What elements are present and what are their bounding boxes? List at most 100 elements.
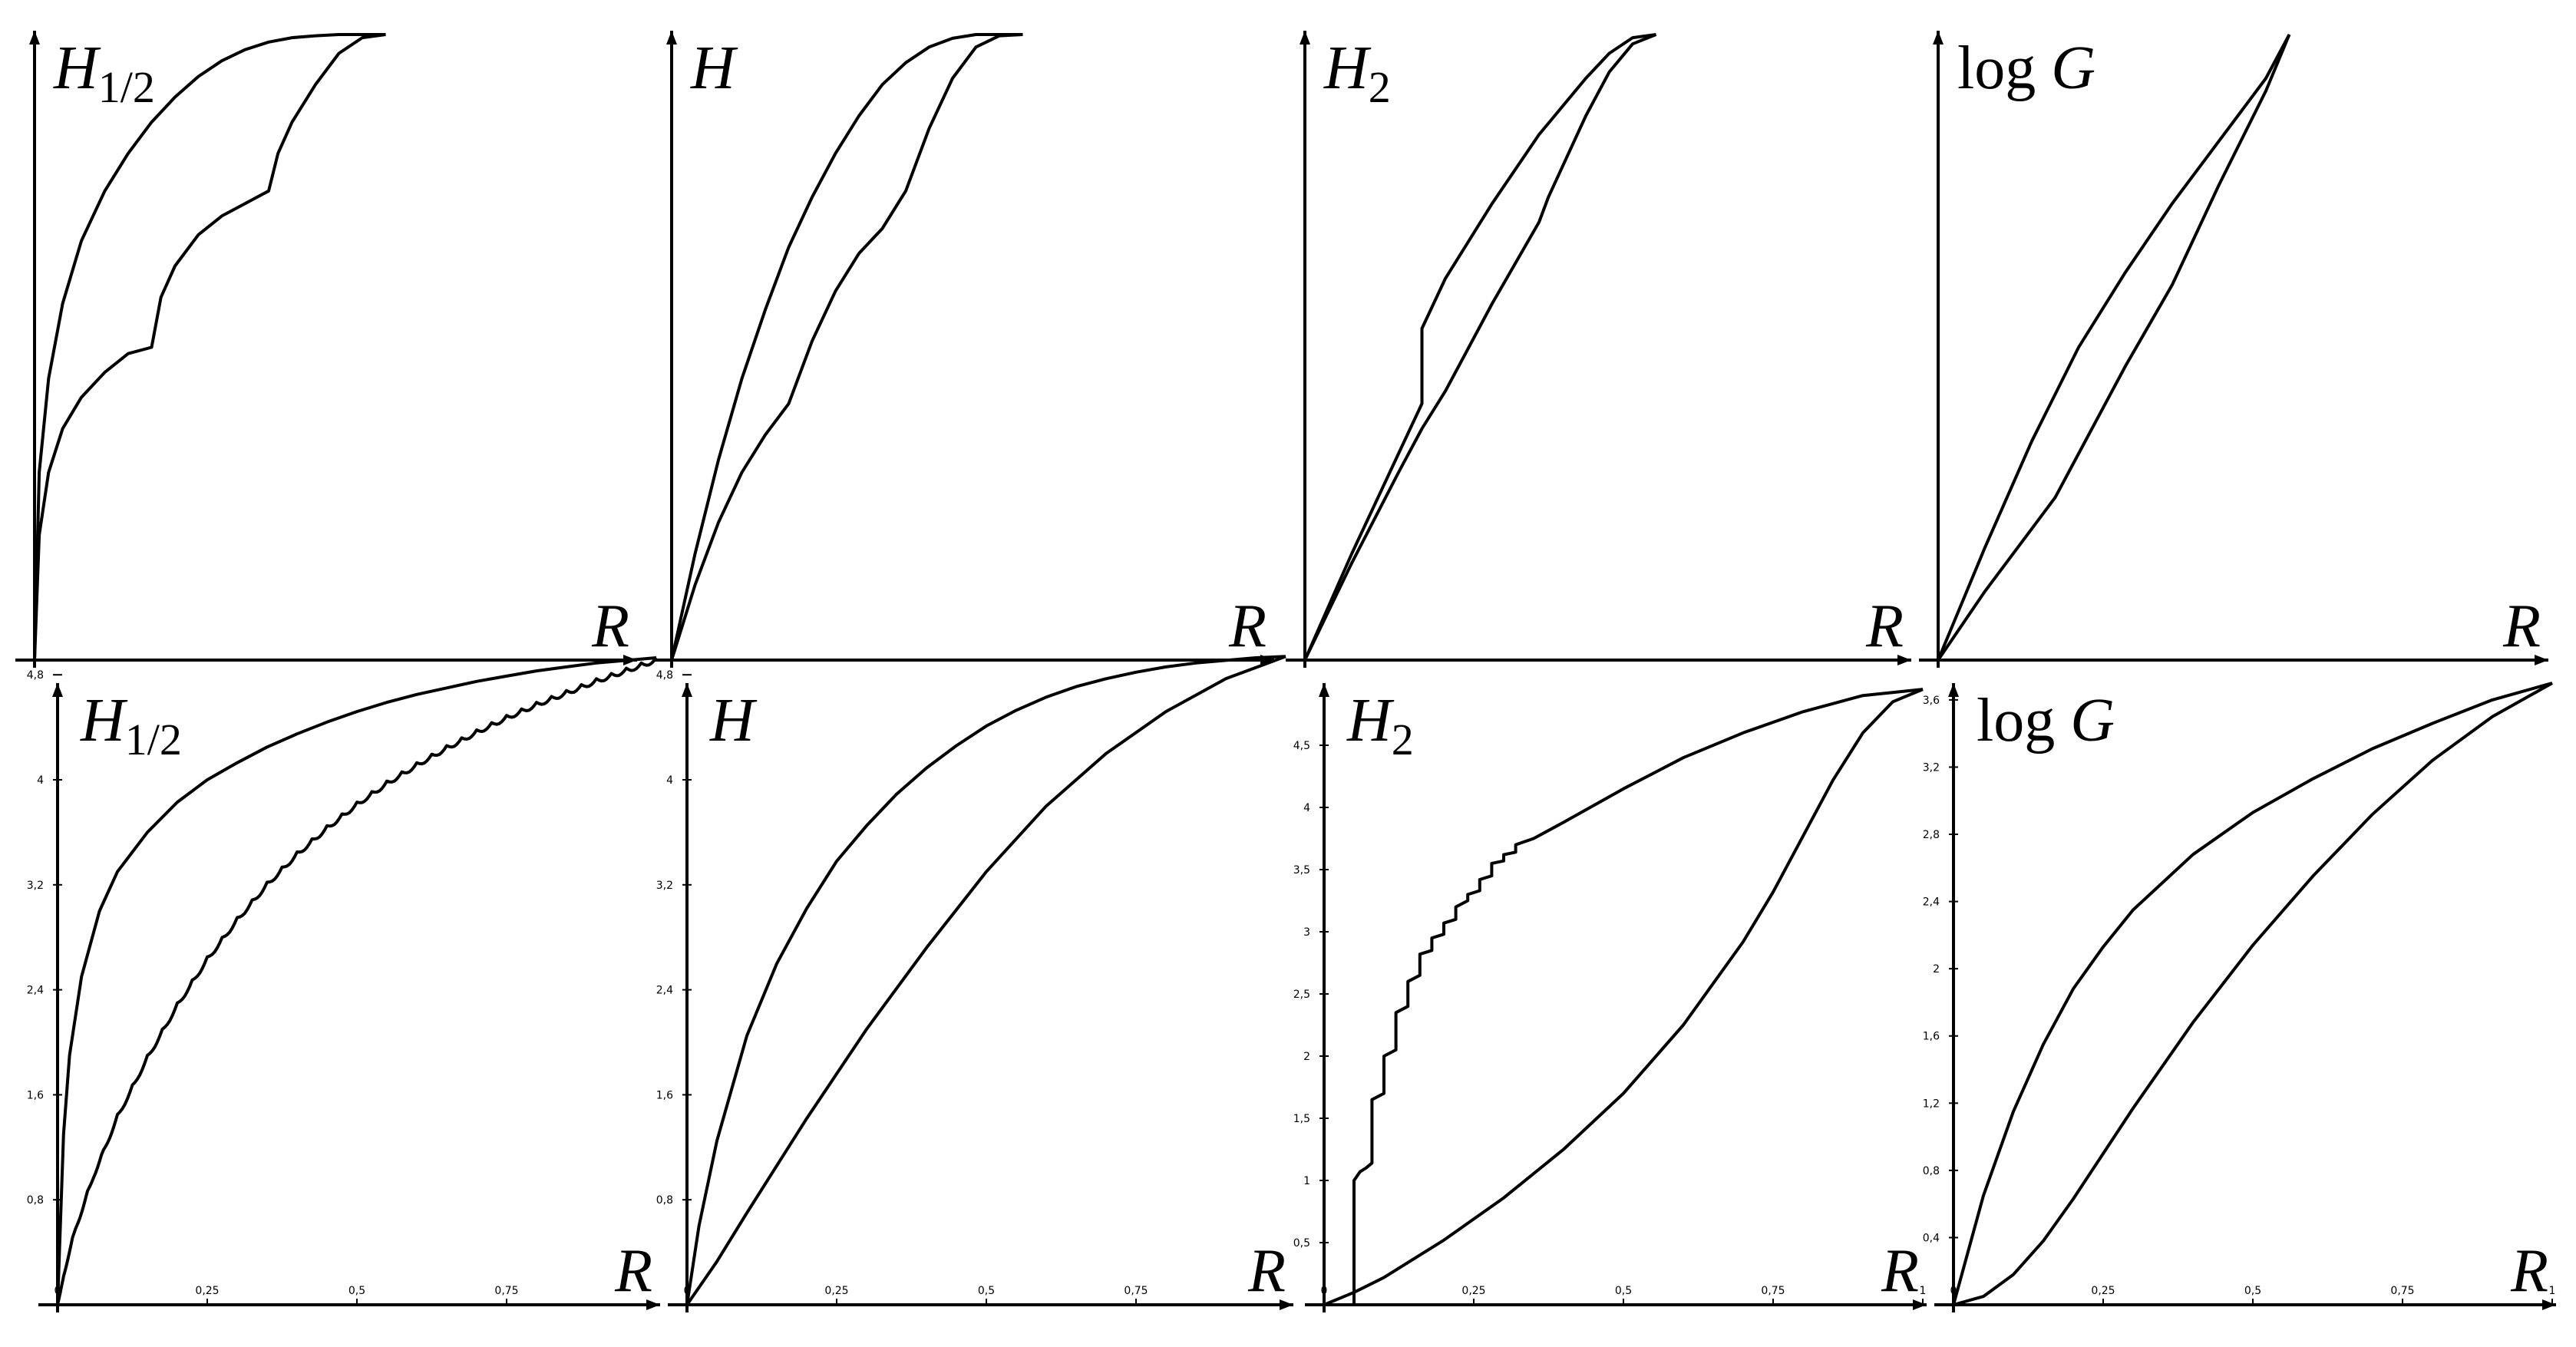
panel-title: log G [1977, 687, 2115, 754]
x-tick-label: 0,5 [978, 1285, 995, 1297]
x-axis-arrow [1280, 1299, 1293, 1310]
y-axis-arrow [666, 31, 677, 45]
panel-bottom-0: 0 0,25 0,5 0,750,81,62,43,244,8H1/2R [27, 656, 660, 1312]
y-axis-arrow [1319, 683, 1329, 697]
y-tick-label: 0,8 [27, 1194, 44, 1207]
panel-title: H [709, 687, 758, 754]
series-1-line [670, 33, 1023, 661]
y-tick-label: 1,6 [1923, 1031, 1940, 1043]
x-tick-label: 0,75 [2390, 1285, 2414, 1297]
y-tick-label: 4 [1303, 802, 1310, 814]
y-axis-arrow [682, 683, 692, 697]
series-1-line [33, 33, 386, 661]
y-axis-arrow [29, 31, 40, 45]
x-tick-label: 0 [684, 1285, 691, 1297]
y-tick-label: 3,5 [1293, 864, 1310, 877]
series-1-line [56, 656, 657, 1306]
y-tick-label: 1,6 [656, 1089, 673, 1101]
y-tick-label: 0,8 [1923, 1165, 1940, 1177]
x-axis-arrow [2542, 1299, 2556, 1310]
panel-top-0: H1/2 R [15, 31, 637, 668]
series-2-line [56, 656, 658, 1306]
panel-top-1: HR [652, 31, 1274, 668]
panel-title: H2 [1346, 687, 1414, 764]
x-axis-label: R [1247, 1237, 1286, 1305]
series-2-line [1953, 682, 2553, 1306]
y-tick-label: 2 [1933, 963, 1940, 976]
x-tick-label: 0,5 [2244, 1285, 2261, 1297]
y-axis-arrow [1948, 683, 1959, 697]
x-tick-label: 0,25 [2091, 1285, 2115, 1297]
y-tick-label: 0,5 [1293, 1237, 1310, 1250]
y-tick-label: 1 [1303, 1175, 1310, 1187]
x-tick-label: 0,5 [1615, 1285, 1632, 1297]
y-tick-label: 4,5 [1293, 740, 1310, 752]
x-axis-label: R [614, 1237, 652, 1305]
panel-bottom-1: 0 0,25 0,5 0,75 0,8 1,6 2,4 3,2 4 4,8 H R [656, 655, 1293, 1312]
y-axis-arrow [1933, 31, 1944, 45]
y-tick-label: 2 [1303, 1051, 1310, 1063]
panel-top-2: H2 R [1286, 31, 1911, 668]
y-tick-label: 3,2 [656, 880, 673, 892]
y-tick-label: 3,6 [1923, 695, 1940, 707]
y-tick-label: 2,8 [1923, 829, 1940, 841]
y-tick-label: 2,4 [27, 985, 44, 997]
x-tick-label: 0,25 [195, 1285, 219, 1297]
y-tick-label: 4 [666, 774, 673, 787]
x-axis-arrow [2535, 655, 2548, 665]
series-2-line [1937, 34, 2291, 662]
x-tick-label: 0 [1321, 1285, 1328, 1297]
x-tick-label: 0,75 [494, 1285, 518, 1297]
series-2-line [1303, 33, 1657, 661]
x-axis-arrow [1897, 655, 1911, 665]
y-tick-label: 2,4 [1923, 896, 1940, 909]
y-tick-label: 4,8 [27, 669, 44, 682]
x-axis-label: R [591, 593, 629, 660]
series-2-line [1323, 688, 1924, 1306]
series-1-line [685, 655, 1286, 1306]
series-2-line [685, 655, 1286, 1306]
y-tick-label: 1,5 [1293, 1113, 1310, 1125]
y-tick-label: 4,8 [656, 669, 673, 682]
panel-top-3: log G R [1919, 31, 2548, 668]
panel-title: H [690, 35, 738, 102]
y-tick-label: 1,6 [27, 1089, 44, 1101]
panel-bottom-2: 0 0,25 0,5 0,75 1 0,5 1 1,5 2 2,5 3 3,5 4 4,5 H2 R [1293, 683, 1927, 1312]
panel-bottom-3: 0 0,25 0,5 0,75 1 0,4 0,8 1,2 1,6 2 2,4 2,8 3,2 3,6 lo… [1923, 682, 2556, 1312]
y-tick-label: 2,4 [656, 985, 673, 997]
y-tick-label: 0,4 [1923, 1232, 1940, 1244]
y-tick-label: 3,2 [1923, 761, 1940, 774]
panel-title: H1/2 [53, 35, 155, 112]
x-axis-label: R [1881, 1237, 1919, 1305]
series-2-line [670, 33, 1023, 661]
x-tick-label: 0,5 [348, 1285, 365, 1297]
y-tick-label: 3 [1303, 926, 1310, 939]
x-tick-label: 0,25 [1461, 1285, 1485, 1297]
y-axis-arrow [52, 683, 63, 697]
x-tick-label: 0,75 [1761, 1285, 1785, 1297]
y-tick-label: 3,2 [27, 880, 44, 892]
y-tick-label: 0,8 [656, 1194, 673, 1207]
x-axis-label: R [1865, 593, 1904, 660]
panel-title: H2 [1323, 35, 1391, 112]
x-tick-label: 0,75 [1124, 1285, 1148, 1297]
panel-title: log G [1957, 35, 2095, 102]
x-tick-label: 0 [1950, 1285, 1957, 1297]
x-axis-label: R [1228, 593, 1267, 660]
series-1-line [1937, 34, 2291, 661]
x-axis-label: R [2510, 1237, 2548, 1305]
panel-title: H1/2 [80, 687, 182, 764]
y-tick-label: 2,5 [1293, 989, 1310, 1001]
series-1-line [1352, 688, 1924, 1305]
series-2-line [33, 33, 386, 661]
series-1-line [1952, 682, 2553, 1306]
x-tick-label: 1 [2549, 1285, 2556, 1297]
series-1-line [1303, 33, 1656, 661]
x-axis-label: R [2502, 593, 2541, 660]
x-axis-arrow [1913, 1299, 1927, 1310]
x-tick-label: 1 [1920, 1285, 1927, 1297]
y-axis-arrow [1300, 31, 1310, 45]
x-tick-label: 0,25 [824, 1285, 848, 1297]
y-tick-label: 1,2 [1923, 1098, 1940, 1110]
